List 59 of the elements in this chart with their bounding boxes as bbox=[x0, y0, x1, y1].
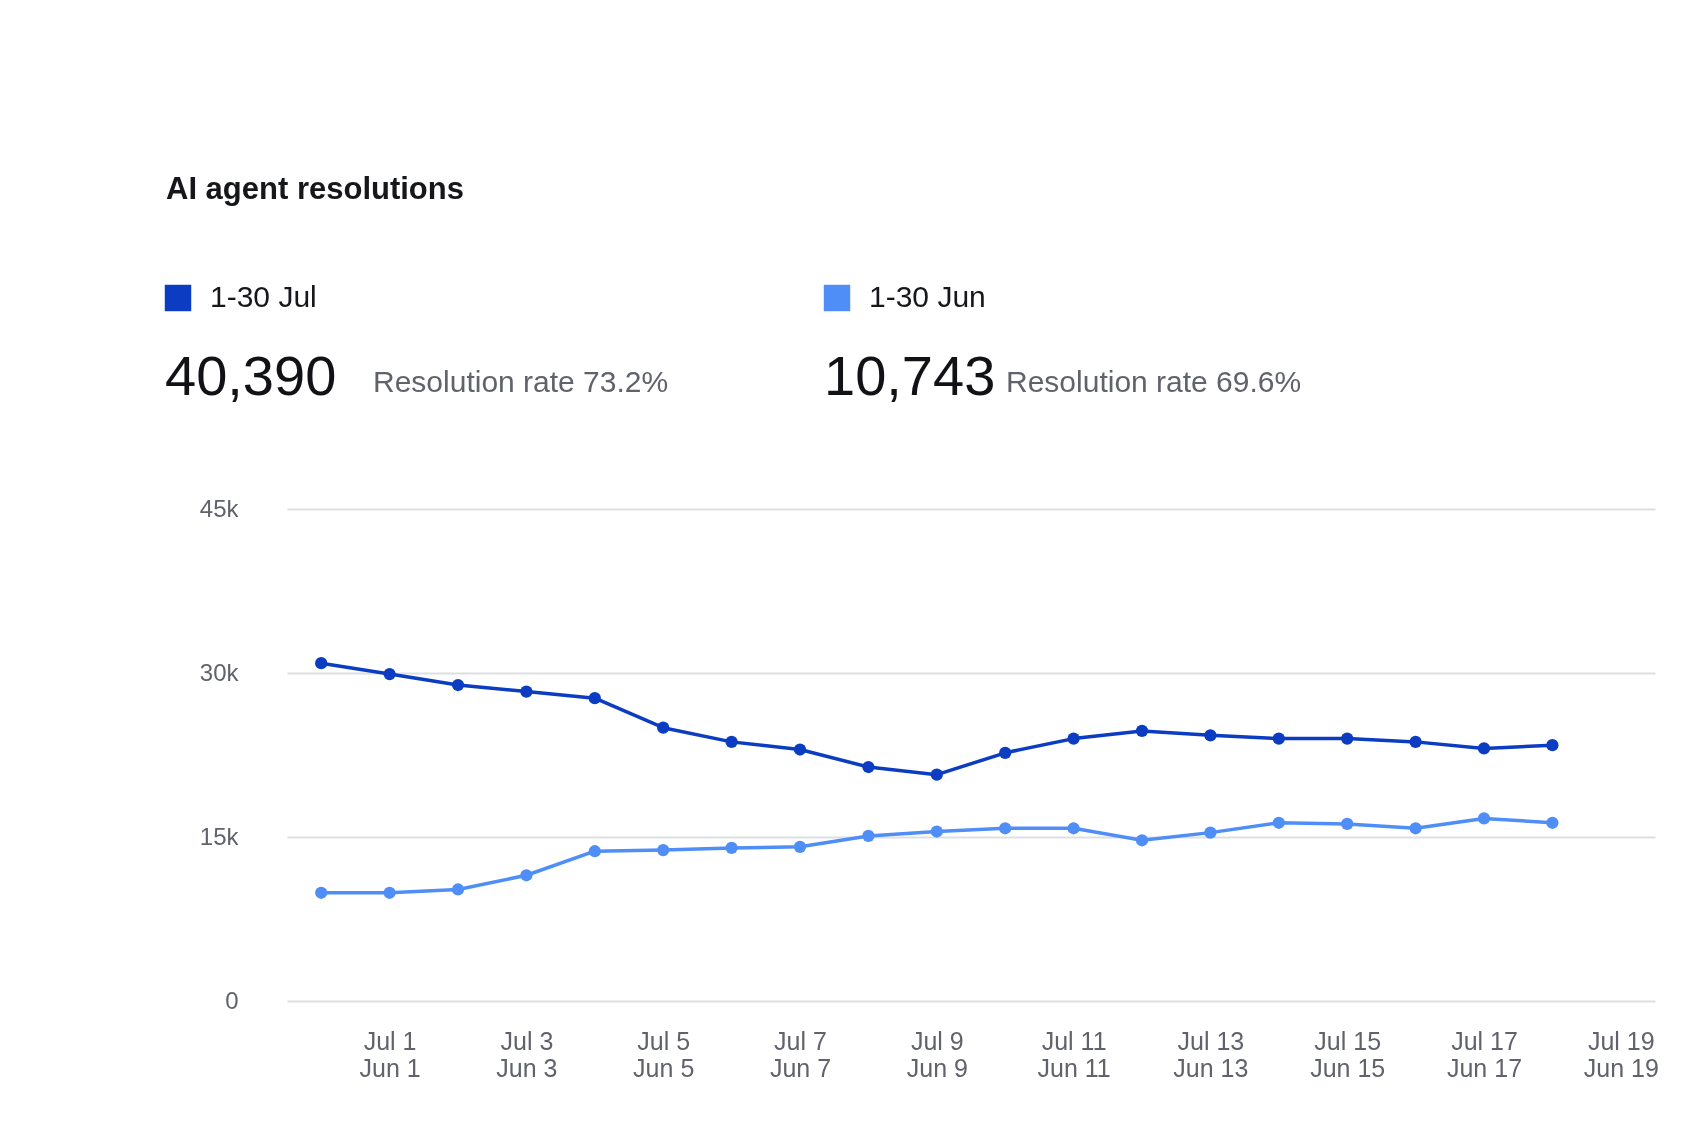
point bbox=[725, 735, 738, 748]
point bbox=[451, 678, 465, 692]
x-tick-label: Jul 15 Jun 15 bbox=[1310, 1026, 1386, 1082]
point bbox=[1272, 816, 1285, 829]
point bbox=[725, 841, 738, 855]
point bbox=[1135, 834, 1149, 847]
point bbox=[1341, 732, 1354, 745]
point bbox=[1546, 816, 1559, 829]
point bbox=[451, 883, 465, 896]
x-tick-label: Jul 19 Jun 19 bbox=[1583, 1026, 1659, 1082]
y-tick-label: 0 bbox=[225, 986, 239, 1014]
point bbox=[1409, 735, 1422, 748]
legend-label: 1-30 Jun bbox=[869, 280, 986, 313]
point bbox=[657, 721, 670, 734]
point bbox=[1477, 742, 1491, 755]
point bbox=[1067, 822, 1080, 835]
point bbox=[1135, 724, 1149, 738]
text: 10,743 bbox=[824, 344, 996, 407]
point bbox=[1409, 822, 1422, 835]
x-tick-label: Jul 17 Jun 17 bbox=[1446, 1026, 1523, 1082]
point bbox=[930, 825, 943, 838]
point bbox=[999, 822, 1012, 835]
x-tick-label: Jul 9 Jun 9 bbox=[906, 1026, 968, 1082]
point bbox=[1204, 729, 1217, 742]
point bbox=[657, 844, 670, 857]
point bbox=[1546, 739, 1559, 752]
point bbox=[315, 886, 328, 899]
point bbox=[1272, 732, 1285, 745]
y-tick-label: 45k bbox=[199, 494, 240, 522]
y-tick-label: 30k bbox=[199, 658, 240, 686]
point bbox=[1477, 812, 1491, 825]
x-tick-label: Jul 7 Jun 7 bbox=[769, 1026, 832, 1082]
text: 40,390 bbox=[165, 344, 337, 407]
point bbox=[1067, 732, 1080, 745]
point bbox=[588, 692, 601, 705]
legend-label: 1-30 Jul bbox=[210, 280, 317, 313]
x-tick-label: Jul 11 Jun 11 bbox=[1037, 1026, 1111, 1082]
point bbox=[793, 840, 807, 853]
point bbox=[383, 886, 396, 899]
x-tick-label: Jul 5 Jun 5 bbox=[633, 1026, 695, 1082]
point bbox=[520, 685, 533, 698]
point bbox=[1341, 817, 1354, 830]
point bbox=[930, 768, 943, 781]
point bbox=[793, 743, 807, 756]
point bbox=[383, 667, 396, 681]
point bbox=[315, 657, 328, 670]
text: Resolution rate 69.6% bbox=[1006, 365, 1302, 398]
x-tick-label: Jul 1 Jun 1 bbox=[359, 1026, 421, 1082]
point bbox=[588, 845, 601, 858]
point bbox=[862, 829, 875, 843]
point bbox=[999, 746, 1012, 759]
point bbox=[520, 869, 533, 882]
point bbox=[862, 760, 875, 774]
x-tick-label: Jul 3 Jun 3 bbox=[496, 1026, 558, 1082]
point bbox=[1204, 826, 1217, 839]
chart-title: AI agent resolutions bbox=[166, 171, 464, 206]
text: Resolution rate 73.2% bbox=[373, 365, 669, 398]
y-tick-label: 15k bbox=[199, 822, 240, 850]
x-tick-label: Jul 13 Jun 13 bbox=[1173, 1026, 1249, 1082]
